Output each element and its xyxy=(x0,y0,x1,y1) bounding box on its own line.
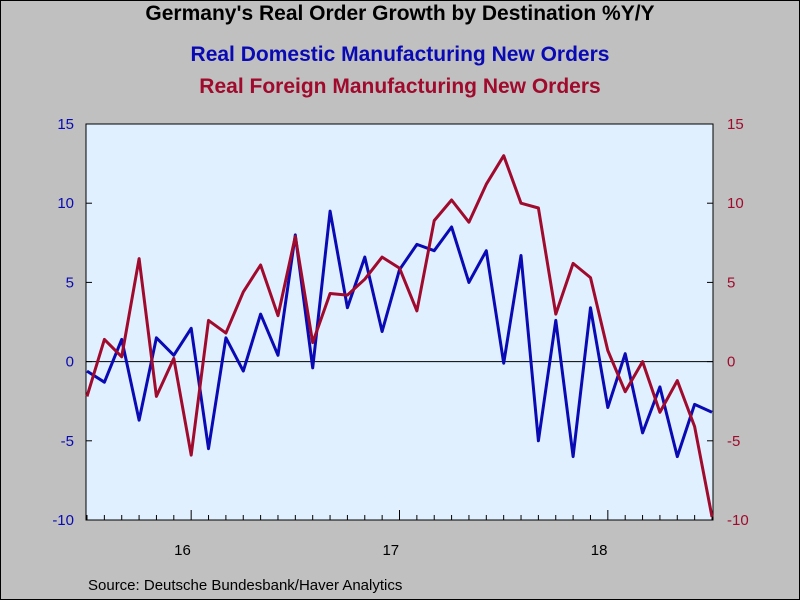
x-tick-label: 17 xyxy=(382,542,399,559)
y-tick-label-right: 0 xyxy=(727,354,735,371)
legend-domestic: Real Domestic Manufacturing New Orders xyxy=(190,43,610,66)
y-tick-label-left: 0 xyxy=(66,354,74,371)
y-tick-label-right: -5 xyxy=(727,433,740,450)
y-tick-label-left: 10 xyxy=(57,195,74,212)
y-tick-label-left: 15 xyxy=(57,116,74,133)
y-tick-label-left: -10 xyxy=(52,512,74,529)
y-tick-label-right: 10 xyxy=(727,195,744,212)
x-axis: 16 17 18 xyxy=(86,510,713,559)
y-tick-label-right: 5 xyxy=(727,274,735,291)
y-tick-label-right: -10 xyxy=(727,512,749,529)
y-tick-label-right: 15 xyxy=(727,116,744,133)
y-tick-label-left: -5 xyxy=(61,433,74,450)
right-axis: 15 10 5 0 -5 -10 xyxy=(707,116,749,529)
left-axis: 15 10 5 0 -5 -10 xyxy=(52,116,92,529)
series-line-foreign xyxy=(85,154,714,518)
y-tick-label-left: 5 xyxy=(66,274,74,291)
x-tick-label: 18 xyxy=(591,542,608,559)
source-note: Source: Deutsche Bundesbank/Haver Analyt… xyxy=(88,577,403,594)
legend-foreign: Real Foreign Manufacturing New Orders xyxy=(199,75,601,98)
x-tick-label: 16 xyxy=(174,542,191,559)
chart-title: Germany's Real Order Growth by Destinati… xyxy=(145,2,655,25)
plot-area xyxy=(85,123,714,521)
